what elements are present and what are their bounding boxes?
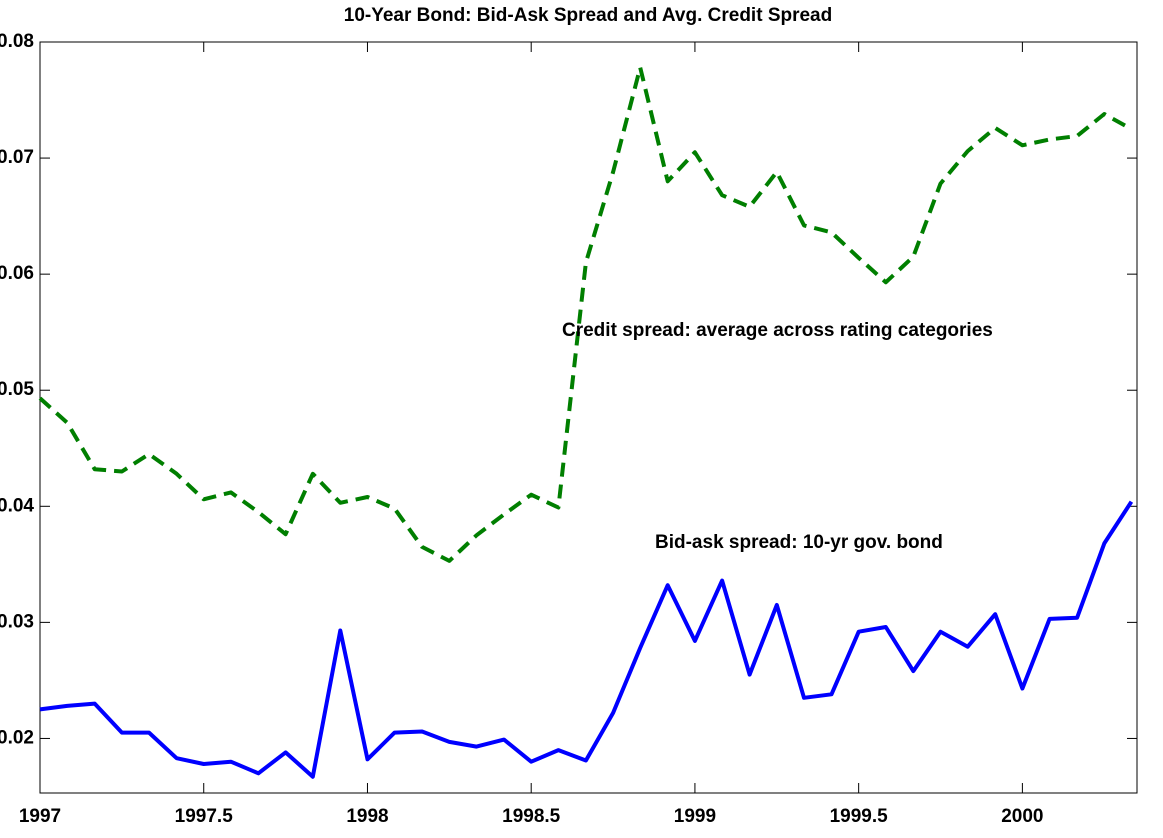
series-line [39, 500, 1134, 779]
y-tick-label: 0.08 [0, 31, 34, 52]
x-tick-label: 1997.5 [175, 806, 234, 827]
y-tick-label: 0.06 [0, 263, 34, 284]
x-tick-label: 2000 [1001, 806, 1043, 827]
y-tick-label: 0.02 [0, 727, 34, 748]
y-tick-label: 0.05 [0, 379, 34, 400]
y-tick-label: 0.07 [0, 147, 34, 168]
y-tick-label: 0.04 [0, 495, 34, 516]
annotation: Credit spread: average across rating cat… [562, 320, 993, 341]
x-tick-label: 1998 [346, 806, 388, 827]
series-line [38, 65, 1133, 563]
annotation: Bid-ask spread: 10-yr gov. bond [655, 532, 943, 553]
x-tick-label: 1999.5 [830, 806, 889, 827]
x-tick-label: 1999 [674, 806, 716, 827]
x-tick-label: 1997 [19, 806, 61, 827]
y-tick-label: 0.03 [0, 611, 34, 632]
plot-frame [39, 41, 1138, 794]
x-tick-label: 1998.5 [502, 806, 561, 827]
chart-title: 10-Year Bond: Bid-Ask Spread and Avg. Cr… [344, 5, 832, 26]
